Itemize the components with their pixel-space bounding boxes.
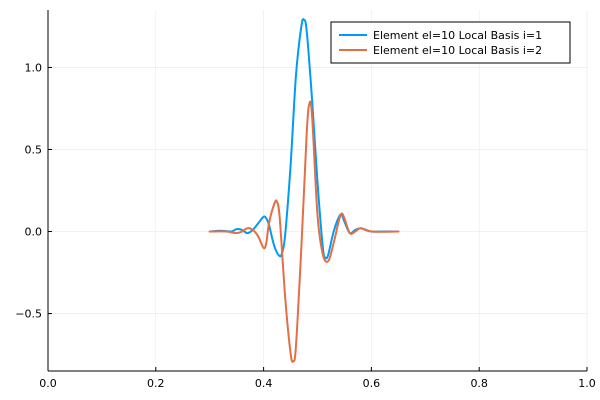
legend-label: Element el=10 Local Basis i=2 xyxy=(373,44,542,57)
axes xyxy=(47,10,588,372)
x-tick-labels: 0.0 0.2 0.4 0.6 0.8 1.0 xyxy=(39,377,596,390)
x-tick-label: 1.0 xyxy=(578,377,596,390)
grid-lines xyxy=(47,10,588,371)
legend-box xyxy=(330,21,571,64)
x-tick-label: 0.0 xyxy=(39,377,57,390)
y-tick-label: 0.5 xyxy=(25,143,43,156)
series-line-2 xyxy=(208,100,400,363)
x-tick-label: 0.6 xyxy=(363,377,381,390)
legend-label: Element el=10 Local Basis i=1 xyxy=(373,29,542,42)
series-group xyxy=(208,18,400,363)
x-tick-label: 0.2 xyxy=(147,377,165,390)
x-tick-label: 0.4 xyxy=(255,377,273,390)
y-tick-label: −0.5 xyxy=(15,308,42,321)
y-tick-label: 0.0 xyxy=(25,226,43,239)
x-tick-label: 0.8 xyxy=(470,377,488,390)
y-tick-label: 1.0 xyxy=(25,61,43,74)
y-tick-labels: −0.5 0.0 0.5 1.0 xyxy=(15,61,42,320)
legend: Element el=10 Local Basis i=1 Element el=… xyxy=(330,21,571,64)
